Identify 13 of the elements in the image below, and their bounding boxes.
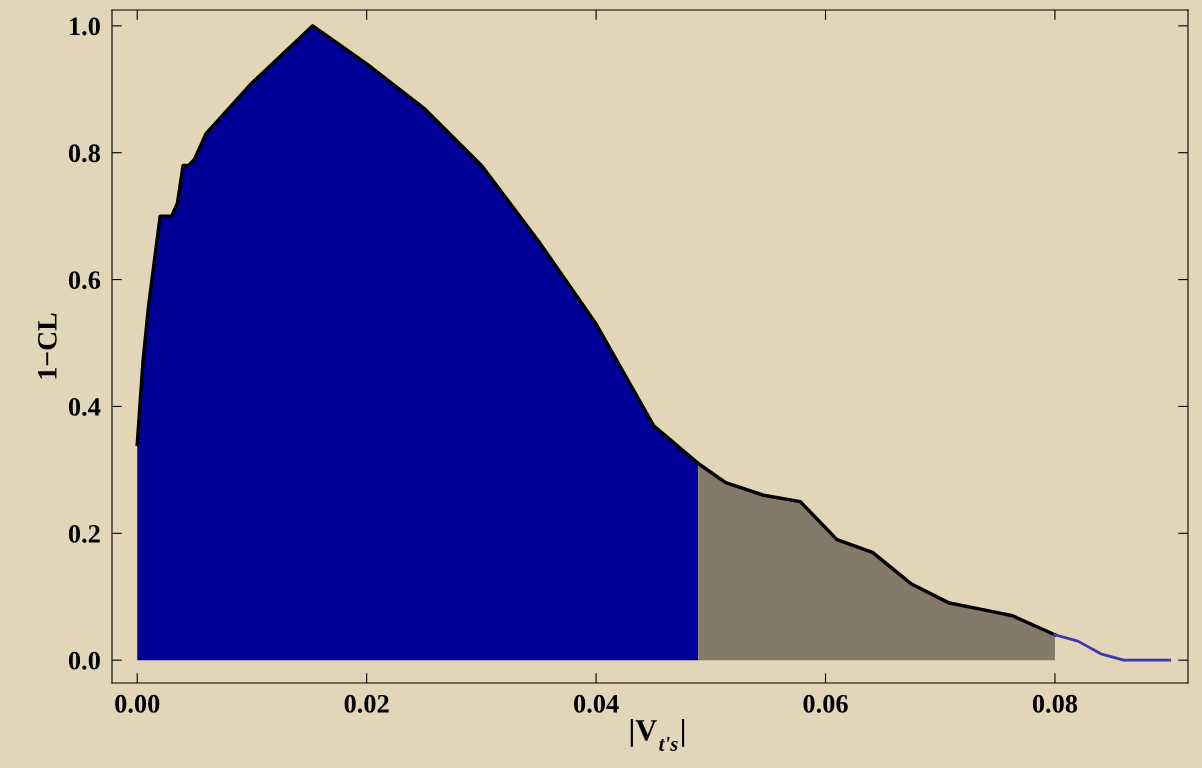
line-series (1053, 633, 1172, 662)
y-tick-label: 0.6 (68, 271, 101, 290)
x-tick-label: 0.08 (1032, 694, 1078, 713)
x-tick-label: 0.00 (115, 694, 160, 713)
y-tick-label: 0.4 (68, 398, 101, 416)
y-tick-label: 0.0 (68, 651, 100, 670)
x-tick-label: 0.02 (344, 694, 389, 713)
y-tick-label: 1.0 (70, 17, 100, 36)
x-tick-label: 0.06 (803, 694, 848, 713)
x-tick-label: 0.04 (574, 694, 619, 713)
y-tick-label: 0.2 (68, 524, 100, 543)
y-tick-label: 0.8 (68, 144, 101, 163)
y-axis-title: 1−CL (38, 313, 57, 379)
